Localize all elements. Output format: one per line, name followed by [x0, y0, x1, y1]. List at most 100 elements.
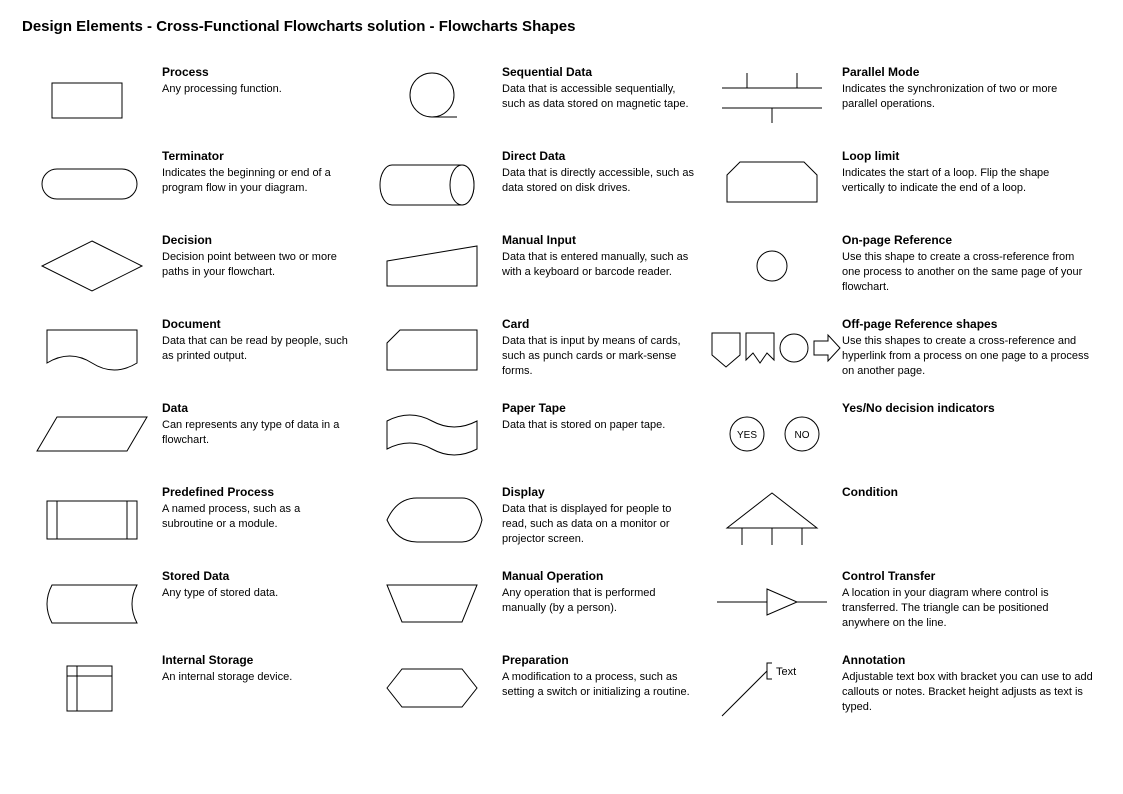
shape-item-data: DataCan represents any type of data in a…: [22, 399, 362, 469]
shape-desc: Data that is stored on paper tape.: [502, 418, 694, 433]
shape-item-terminator: Terminator Indicates the beginning or end…: [22, 147, 362, 217]
internal-icon: [22, 651, 162, 721]
shape-text: Display Data that is displayed for people…: [502, 483, 702, 547]
page-title: Design Elements - Cross-Functional Flowc…: [22, 18, 1101, 35]
shape-desc: A location in your diagram where control…: [842, 586, 1094, 631]
onpage-icon: [702, 231, 842, 301]
decision-icon: [22, 231, 162, 301]
yesno-icon: YESNO: [702, 399, 842, 469]
svg-text:YES: YES: [737, 430, 757, 441]
shape-item-preparation: Preparation A modification to a process, …: [362, 651, 702, 721]
shape-text: Predefined Process A named process, such …: [162, 483, 362, 532]
shape-text: Loop limit Indicates the start of a loop.…: [842, 147, 1102, 196]
shape-item-condition: Condition: [702, 483, 1102, 553]
shape-item-display: Display Data that is displayed for people…: [362, 483, 702, 553]
column-1: Process Any processing function. Terminato…: [22, 63, 362, 735]
shape-name: Stored Data: [162, 569, 354, 583]
shape-item-onpage: On-page Reference Use this shape to creat…: [702, 231, 1102, 301]
shape-item-annotation: TextAnnotationAdjustable text box with b…: [702, 651, 1102, 721]
shape-item-internal: Internal StorageAn internal storage devi…: [22, 651, 362, 721]
shape-name: Predefined Process: [162, 485, 354, 499]
shape-name: Preparation: [502, 653, 694, 667]
shape-desc: Data that is displayed for people to rea…: [502, 502, 694, 547]
shape-text: Condition: [842, 483, 1102, 502]
shape-item-papertape: Paper TapeData that is stored on paper t…: [362, 399, 702, 469]
shape-name: Annotation: [842, 653, 1094, 667]
shape-item-stored: Stored Data Any type of stored data.: [22, 567, 362, 637]
stored-icon: [22, 567, 162, 637]
shape-desc: Any processing function.: [162, 82, 354, 97]
shape-desc: Data that is input by means of cards, su…: [502, 334, 694, 379]
shape-text: Control Transfer A location in your diagr…: [842, 567, 1102, 631]
card-icon: [362, 315, 502, 385]
column-3: Parallel Mode Indicates the synchronizati…: [702, 63, 1102, 735]
shape-desc: Indicates the start of a loop. Flip the …: [842, 166, 1094, 196]
process-icon: [22, 63, 162, 133]
shape-text: Decision Decision point between two or mo…: [162, 231, 362, 280]
shape-text: Parallel Mode Indicates the synchronizati…: [842, 63, 1102, 112]
shape-name: Condition: [842, 485, 1094, 499]
annotation-icon: Text: [702, 651, 842, 721]
shape-item-predefined: Predefined Process A named process, such …: [22, 483, 362, 553]
shape-desc: A named process, such as a subroutine or…: [162, 502, 354, 532]
shape-desc: Data that can be read by people, such as…: [162, 334, 354, 364]
document-icon: [22, 315, 162, 385]
shape-desc: Decision point between two or more paths…: [162, 250, 354, 280]
shape-text: On-page Reference Use this shape to creat…: [842, 231, 1102, 295]
shape-item-decision: Decision Decision point between two or mo…: [22, 231, 362, 301]
shape-desc: Data that is directly accessible, such a…: [502, 166, 694, 196]
shape-item-process: Process Any processing function.: [22, 63, 362, 133]
parallel-icon: [702, 63, 842, 133]
shape-text: Yes/No decision indicators: [842, 399, 1102, 418]
shape-name: On-page Reference: [842, 233, 1094, 247]
column-2: Sequential Data Data that is accessible s…: [362, 63, 702, 735]
shape-item-yesno: YESNOYes/No decision indicators: [702, 399, 1102, 469]
manualinput-icon: [362, 231, 502, 301]
shape-item-manualop: Manual OperationAny operation that is pe…: [362, 567, 702, 637]
shape-text: Manual InputData that is entered manuall…: [502, 231, 702, 280]
shape-desc: Any type of stored data.: [162, 586, 354, 601]
shapes-grid: Process Any processing function. Terminato…: [22, 63, 1101, 735]
shape-text: Card Data that is input by means of cards…: [502, 315, 702, 379]
shape-desc: Data that is accessible sequentially, su…: [502, 82, 694, 112]
shape-text: Paper TapeData that is stored on paper t…: [502, 399, 702, 433]
shape-name: Process: [162, 65, 354, 79]
shape-text: Off-page Reference shapesUse this shapes…: [842, 315, 1102, 379]
shape-text: DataCan represents any type of data in a…: [162, 399, 362, 448]
shape-name: Control Transfer: [842, 569, 1094, 583]
shape-item-control: Control Transfer A location in your diagr…: [702, 567, 1102, 637]
condition-icon: [702, 483, 842, 553]
shape-name: Display: [502, 485, 694, 499]
shape-text: Terminator Indicates the beginning or end…: [162, 147, 362, 196]
shape-text: DocumentData that can be read by people,…: [162, 315, 362, 364]
shape-desc: A modification to a process, such as set…: [502, 670, 694, 700]
shape-name: Sequential Data: [502, 65, 694, 79]
shape-item-direct: Direct Data Data that is directly accessi…: [362, 147, 702, 217]
shape-text: Direct Data Data that is directly accessi…: [502, 147, 702, 196]
shape-text: Stored Data Any type of stored data.: [162, 567, 362, 601]
control-icon: [702, 567, 842, 637]
shape-name: Decision: [162, 233, 354, 247]
shape-item-parallel: Parallel Mode Indicates the synchronizati…: [702, 63, 1102, 133]
shape-name: Parallel Mode: [842, 65, 1094, 79]
shape-desc: Indicates the synchronization of two or …: [842, 82, 1094, 112]
shape-name: Loop limit: [842, 149, 1094, 163]
shape-name: Manual Input: [502, 233, 694, 247]
shape-desc: Indicates the beginning or end of a prog…: [162, 166, 354, 196]
shape-text: AnnotationAdjustable text box with brack…: [842, 651, 1102, 715]
shape-name: Direct Data: [502, 149, 694, 163]
offpage-icon: [702, 315, 842, 385]
shape-desc: Use this shape to create a cross-referen…: [842, 250, 1094, 295]
shape-name: Off-page Reference shapes: [842, 317, 1094, 331]
shape-item-offpage: Off-page Reference shapesUse this shapes…: [702, 315, 1102, 385]
shape-text: Sequential Data Data that is accessible s…: [502, 63, 702, 112]
shape-name: Manual Operation: [502, 569, 694, 583]
terminator-icon: [22, 147, 162, 217]
predefined-icon: [22, 483, 162, 553]
shape-name: Terminator: [162, 149, 354, 163]
shape-item-card: Card Data that is input by means of cards…: [362, 315, 702, 385]
shape-item-document: DocumentData that can be read by people,…: [22, 315, 362, 385]
shape-text: Manual OperationAny operation that is pe…: [502, 567, 702, 616]
shape-name: Card: [502, 317, 694, 331]
shape-name: Internal Storage: [162, 653, 354, 667]
